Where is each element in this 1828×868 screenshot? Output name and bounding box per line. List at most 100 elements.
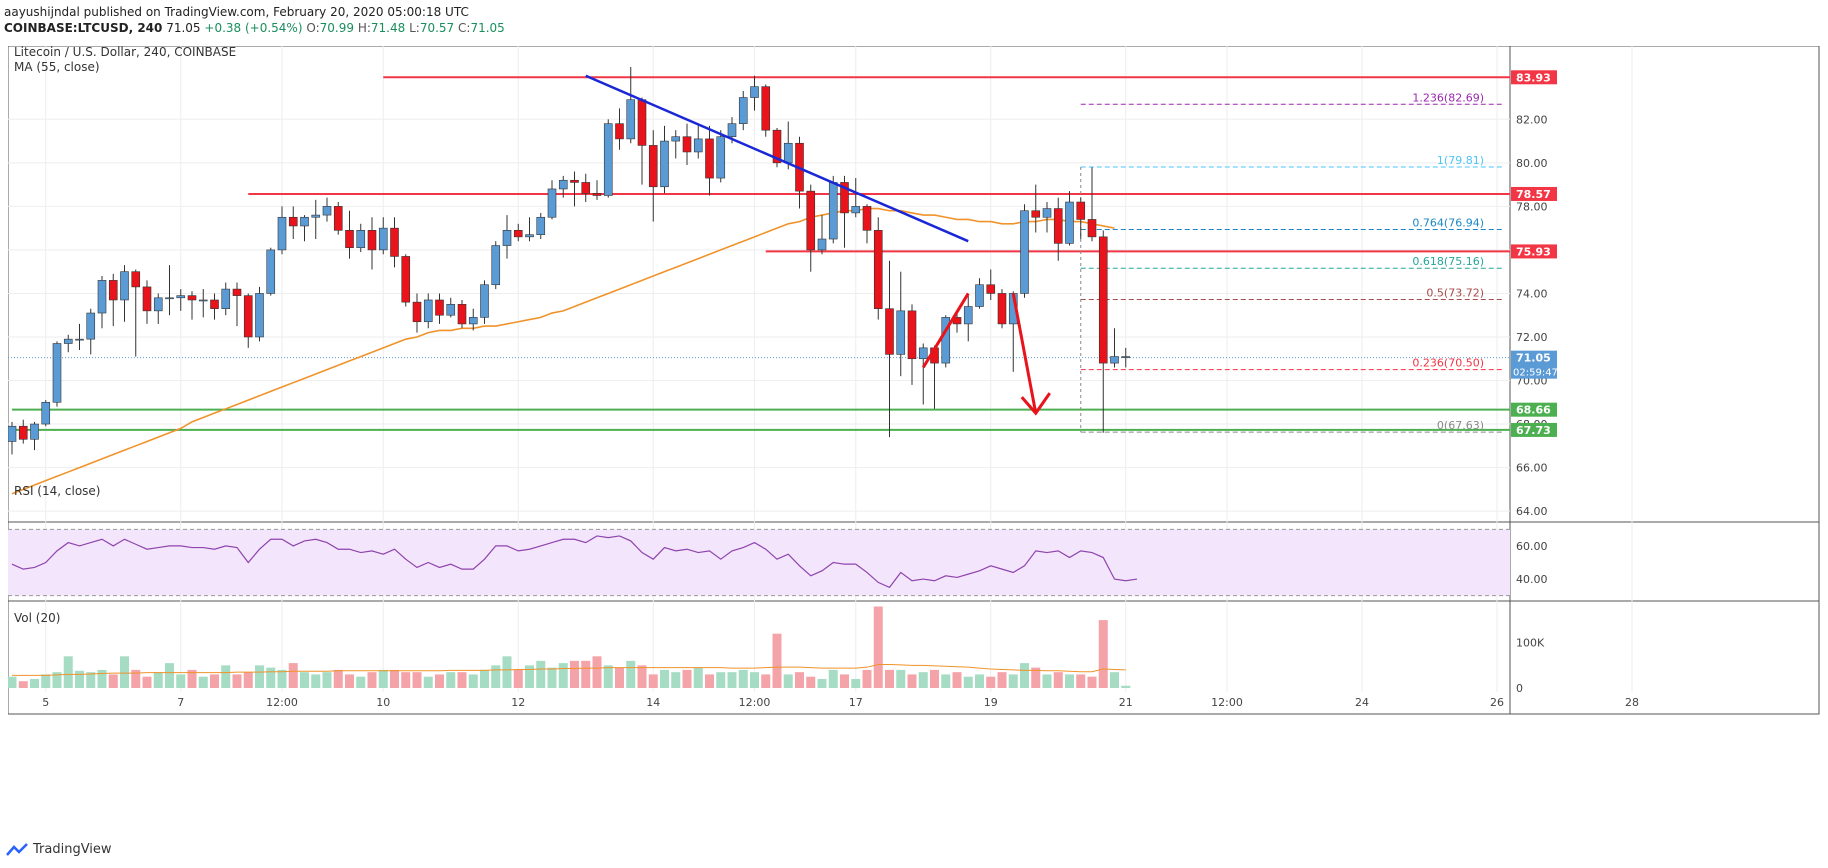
volume-bar — [1042, 674, 1052, 688]
candle-body — [761, 86, 771, 131]
volume-bar — [502, 656, 512, 688]
volume-bar — [840, 674, 849, 688]
x-tick-label: 14 — [646, 696, 660, 709]
volume-legend: Vol (20) — [14, 611, 60, 625]
projection-up-arrow — [921, 292, 970, 369]
candle-body — [840, 182, 849, 214]
volume-bar — [885, 669, 894, 688]
annotations — [585, 74, 1051, 416]
candle-body — [941, 317, 951, 364]
candle-body — [738, 97, 748, 124]
volume-bar — [378, 669, 388, 688]
candle-body — [603, 123, 613, 196]
candle-body — [570, 179, 579, 183]
volume-tick-label: 0 — [1516, 682, 1523, 695]
candle-body — [1087, 219, 1097, 238]
volume-bar — [412, 672, 422, 688]
projection-arrowhead — [1020, 392, 1051, 416]
volume-bar — [806, 676, 816, 688]
volume-bar — [153, 672, 163, 688]
x-tick-label: 5 — [42, 696, 49, 709]
candle-body — [637, 99, 647, 146]
chart-frame[interactable]: 1.236(82.69) 1(79.81) 0.764(76.94) 0.618(75… — [7, 45, 1828, 836]
volume-bar — [1065, 674, 1074, 688]
candle-body — [693, 138, 703, 153]
candle-body — [716, 136, 726, 179]
candle-body — [1065, 201, 1074, 244]
volume-bar — [18, 681, 28, 688]
candle-body — [120, 271, 129, 301]
candle-body — [491, 245, 501, 286]
volume-bar — [795, 672, 804, 688]
volume-bar — [716, 672, 726, 688]
volume-bar — [446, 672, 456, 688]
volume-bar — [727, 672, 737, 688]
volume-bar — [322, 672, 332, 688]
open-value: 70.99 — [319, 21, 354, 35]
candle-body — [457, 304, 467, 325]
x-tick-label: 26 — [1490, 696, 1504, 709]
volume-bar — [108, 674, 118, 688]
candle-body — [153, 297, 163, 312]
volume-bar — [266, 667, 276, 688]
volume-bar — [513, 669, 523, 688]
volume-bar — [52, 672, 62, 688]
candle-body — [210, 299, 219, 309]
price-chart-svg[interactable]: 1.236(82.69) 1(79.81) 0.764(76.94) 0.618(75… — [7, 45, 1828, 836]
volume-bar — [390, 669, 399, 688]
level-badge — [1511, 244, 1557, 259]
candle-body — [851, 206, 861, 214]
volume-bar — [1020, 663, 1029, 688]
volume-bar — [7, 676, 17, 688]
x-tick-label: 7 — [177, 696, 184, 709]
candle-body — [997, 293, 1007, 325]
last-price-badge — [1511, 350, 1557, 379]
candle-body — [817, 238, 827, 251]
volume-bar — [603, 665, 613, 688]
y-tick-label: 74.00 — [1516, 287, 1548, 300]
volume-bar — [210, 674, 219, 688]
volume-bar — [176, 674, 186, 688]
candle-body — [862, 206, 872, 231]
candle-body — [828, 182, 838, 240]
candle-body — [648, 145, 658, 188]
level-badge — [1511, 422, 1557, 437]
candle-body — [750, 86, 759, 98]
rsi-tick-label: 60.00 — [1516, 540, 1548, 553]
level-badge — [1511, 402, 1557, 417]
candle-body — [558, 179, 568, 190]
candle-body — [671, 136, 681, 142]
candle-body — [52, 343, 62, 403]
rsi-line — [11, 535, 1138, 589]
volume-bar — [243, 672, 253, 688]
volume-bar — [671, 672, 681, 688]
volume-bar — [1076, 674, 1086, 688]
volume-bar — [761, 674, 771, 688]
candle-body — [401, 256, 411, 303]
volume-bar — [637, 665, 647, 688]
candle-body — [705, 138, 714, 179]
volume-bar — [626, 660, 636, 688]
x-tick-label: 12 — [511, 696, 525, 709]
candle-body — [221, 288, 231, 309]
volume-bar — [423, 676, 433, 688]
volume-bar — [896, 669, 906, 688]
volume-bar — [738, 669, 748, 688]
high-label: H: — [357, 21, 371, 35]
candle-body — [1110, 356, 1119, 364]
volume-bar — [907, 674, 917, 688]
volume-bar — [547, 667, 557, 688]
level-badge-label: 68.66 — [1516, 404, 1551, 417]
candle-body — [1098, 236, 1108, 364]
volume-ma-line — [12, 663, 1126, 676]
volume-bar — [198, 676, 208, 688]
volume-bar — [1031, 667, 1041, 688]
candle-body — [783, 142, 793, 164]
symbol: COINBASE:LTCUSD, 240 — [4, 21, 163, 35]
volume-bar — [783, 674, 793, 688]
volume-bar — [63, 656, 73, 688]
footer-brand[interactable]: TradingView — [6, 842, 112, 857]
volume-bar — [952, 672, 962, 688]
price-change: +0.38 (+0.54%) — [204, 21, 303, 35]
open-label: O: — [306, 21, 320, 35]
